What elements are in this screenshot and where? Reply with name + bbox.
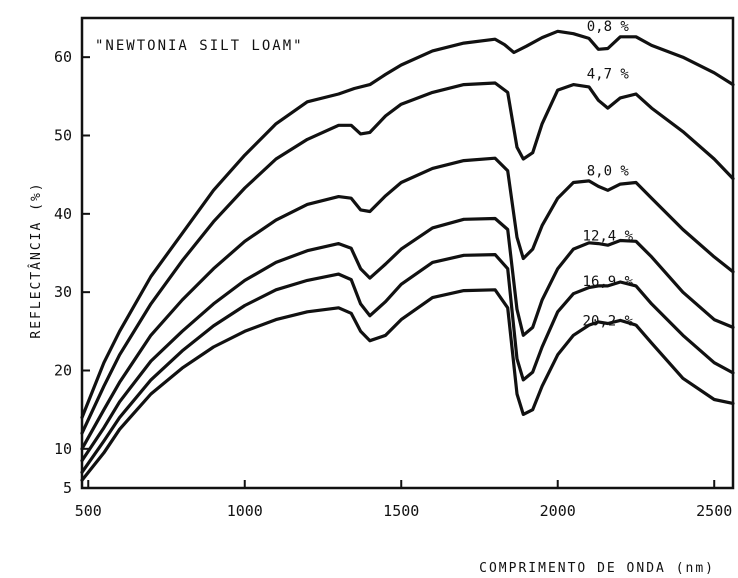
series-line-1 — [80, 29, 735, 420]
series-line-5 — [80, 253, 735, 474]
x-tick-label: 1000 — [227, 502, 263, 520]
y-axis-ticks: 5 10 20 30 40 50 60 — [54, 48, 90, 497]
x-axis-title: COMPRIMENTO DE ONDA (nm) — [479, 561, 715, 576]
x-tick-label: 2000 — [540, 502, 576, 520]
y-axis-title: REFLECTÂNCIA (%) — [28, 181, 44, 338]
plot-frame — [80, 16, 735, 490]
series-label-1: 0,8 % — [587, 19, 630, 35]
series-line-2 — [80, 81, 735, 435]
series-line-6 — [80, 288, 735, 482]
series-label-5: 16,9 % — [583, 274, 634, 290]
series-label-3: 8,0 % — [587, 164, 630, 180]
x-tick-label: 500 — [75, 502, 102, 520]
x-axis-ticks: 500 1000 1500 2000 2500 — [75, 480, 732, 520]
series-line-3 — [80, 156, 735, 451]
plot-frame-group — [80, 16, 735, 490]
series-lines — [80, 29, 735, 482]
x-tick-label: 2500 — [696, 502, 732, 520]
series-line-4 — [80, 216, 735, 463]
y-tick-label: 50 — [54, 127, 72, 145]
series-label-2: 4,7 % — [587, 67, 630, 83]
y-tick-label: 5 — [63, 479, 72, 497]
series-label-4: 12,4 % — [583, 229, 634, 245]
y-tick-label: 20 — [54, 362, 72, 380]
y-tick-label: 40 — [54, 205, 72, 223]
series-labels: 0,8 % 4,7 % 8,0 % 12,4 % 16,9 % 20,2 % — [583, 19, 634, 330]
y-tick-label: 30 — [54, 283, 72, 301]
y-tick-label: 10 — [54, 440, 72, 458]
chart-title: "NEWTONIA SILT LOAM" — [95, 38, 304, 54]
y-tick-label: 60 — [54, 48, 72, 66]
x-tick-label: 1500 — [383, 502, 419, 520]
series-label-6: 20,2 % — [583, 313, 634, 329]
